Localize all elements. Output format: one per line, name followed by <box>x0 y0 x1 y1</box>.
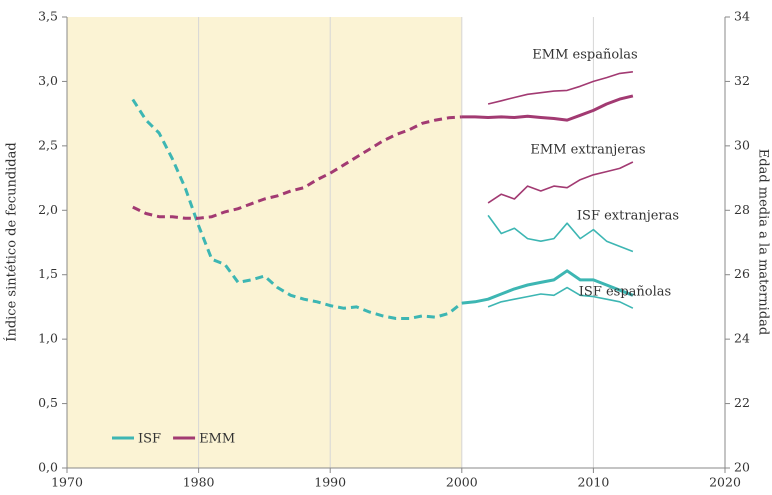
y2-tick-label: 32 <box>734 73 750 88</box>
shaded-region <box>67 17 462 468</box>
line-series <box>487 286 634 309</box>
y2-tick-label: 28 <box>734 202 750 217</box>
y-tick-label: 3,0 <box>38 73 58 88</box>
series-label: EMM extranjeras <box>530 143 645 158</box>
y2-tick-label: 24 <box>734 331 750 346</box>
legend-label: ISF <box>138 432 161 447</box>
line-series <box>487 71 633 105</box>
x-tick-label: 1990 <box>314 475 346 490</box>
x-tick-label: 1980 <box>183 475 215 490</box>
y-tick-label: 2,5 <box>38 137 58 152</box>
y2-tick-label: 26 <box>734 266 750 281</box>
series-label: ISF extranjeras <box>577 209 679 224</box>
x-tick-label: 1970 <box>51 475 83 490</box>
line-series <box>131 98 463 320</box>
y-tick-label: 0,5 <box>38 395 58 410</box>
x-tick-label: 2010 <box>577 475 609 490</box>
x-tick-label: 2000 <box>446 475 478 490</box>
y-tick-label: 2,0 <box>38 202 58 217</box>
legend-label: EMM <box>199 432 235 447</box>
y2-axis-label: Edad media a la maternidad <box>756 149 771 335</box>
line-series <box>487 214 634 253</box>
line-series <box>461 94 634 122</box>
x-tick-label: 2020 <box>709 475 741 490</box>
line-series <box>487 161 634 204</box>
y-tick-label: 0,0 <box>38 460 58 475</box>
y2-tick-label: 22 <box>734 395 750 410</box>
series-label: EMM españolas <box>532 48 637 63</box>
y-tick-label: 1,5 <box>38 266 58 281</box>
y2-tick-label: 30 <box>734 137 750 152</box>
y2-tick-label: 20 <box>734 460 750 475</box>
y-tick-label: 1,0 <box>38 331 58 346</box>
y-axis-label: Índice sintético de fecundidad <box>4 142 20 341</box>
line-series <box>132 115 462 220</box>
y-tick-label: 3,5 <box>38 9 58 24</box>
series-label: ISF españolas <box>579 285 671 300</box>
y2-tick-label: 34 <box>734 9 750 24</box>
line-series <box>461 269 634 305</box>
